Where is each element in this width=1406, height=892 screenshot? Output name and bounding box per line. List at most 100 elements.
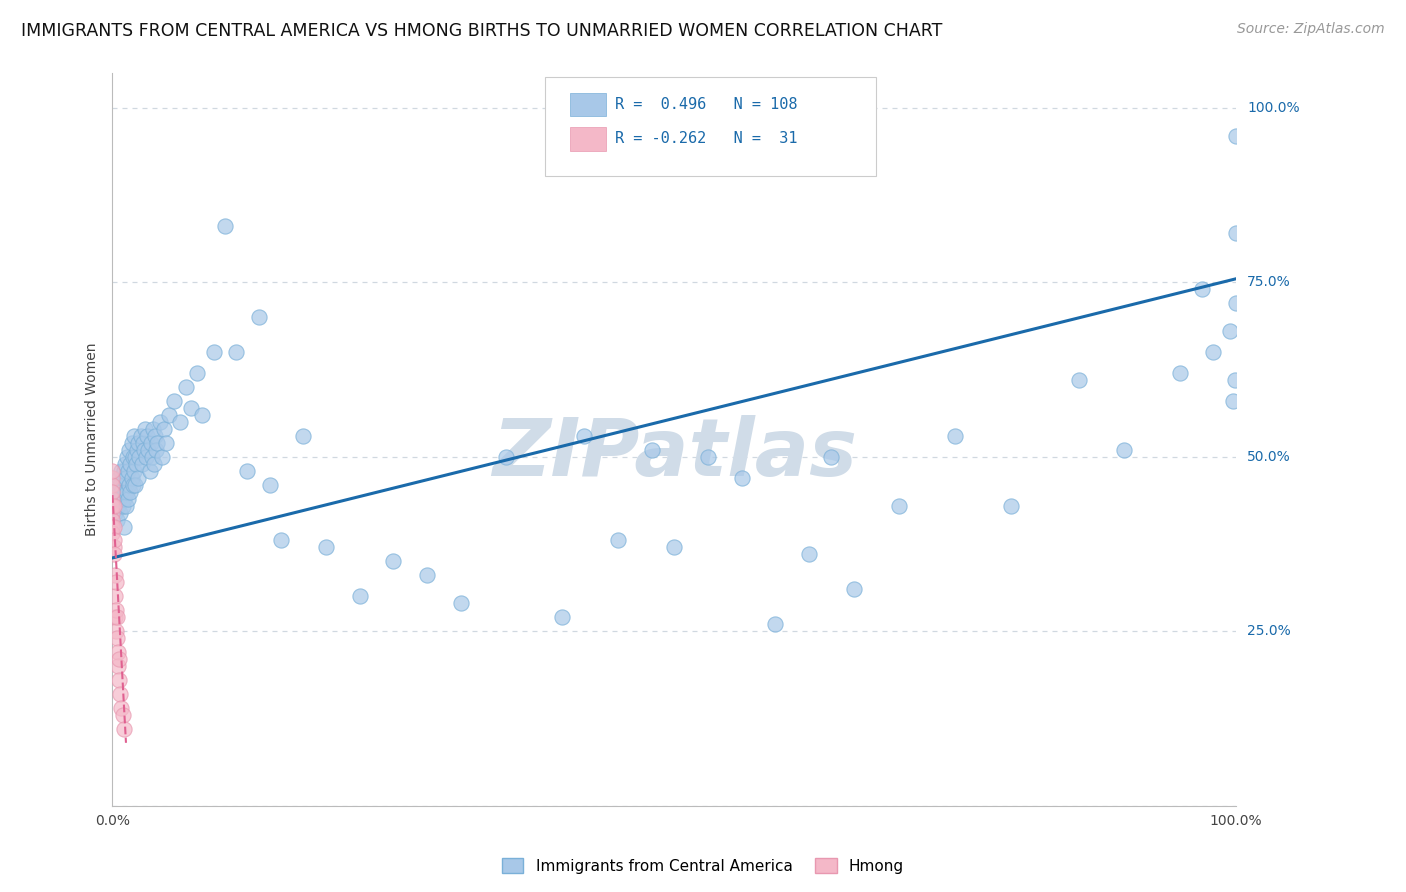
Point bbox=[157, 408, 180, 422]
Point bbox=[120, 457, 142, 471]
Text: 75.0%: 75.0% bbox=[1247, 276, 1291, 289]
Point bbox=[382, 554, 405, 568]
Point bbox=[202, 345, 225, 359]
Point bbox=[132, 442, 155, 457]
Point bbox=[101, 519, 124, 533]
Point bbox=[730, 471, 752, 485]
Point bbox=[103, 548, 125, 562]
Point bbox=[120, 484, 142, 499]
Point bbox=[315, 541, 337, 555]
Point bbox=[797, 548, 820, 562]
Point bbox=[112, 722, 135, 736]
Point bbox=[101, 506, 124, 520]
Point bbox=[887, 499, 910, 513]
Text: R = -0.262   N =  31: R = -0.262 N = 31 bbox=[614, 131, 797, 146]
Text: 50.0%: 50.0% bbox=[1247, 450, 1291, 464]
Point bbox=[107, 477, 129, 491]
Point bbox=[495, 450, 517, 464]
Point bbox=[1067, 373, 1090, 387]
Point bbox=[1000, 499, 1022, 513]
Point bbox=[107, 499, 129, 513]
Point bbox=[150, 450, 173, 464]
Point bbox=[259, 477, 281, 491]
Point bbox=[141, 450, 163, 464]
Point bbox=[110, 477, 132, 491]
Point bbox=[117, 464, 139, 478]
Point bbox=[1219, 324, 1241, 338]
Point bbox=[943, 429, 966, 443]
Point bbox=[103, 519, 125, 533]
Point bbox=[107, 645, 129, 659]
Point bbox=[104, 589, 127, 603]
Point bbox=[104, 624, 127, 639]
Point bbox=[108, 652, 131, 666]
Point bbox=[108, 471, 131, 485]
Point bbox=[110, 484, 132, 499]
Point bbox=[111, 471, 134, 485]
Point bbox=[820, 450, 842, 464]
Point bbox=[138, 442, 160, 457]
Point bbox=[115, 450, 138, 464]
Point bbox=[121, 450, 143, 464]
Point bbox=[105, 512, 128, 526]
Text: IMMIGRANTS FROM CENTRAL AMERICA VS HMONG BIRTHS TO UNMARRIED WOMEN CORRELATION C: IMMIGRANTS FROM CENTRAL AMERICA VS HMONG… bbox=[21, 22, 942, 40]
Point bbox=[607, 533, 630, 548]
Point bbox=[108, 491, 131, 506]
Point bbox=[104, 575, 127, 590]
Point bbox=[111, 499, 134, 513]
Point bbox=[101, 512, 124, 526]
Point bbox=[103, 541, 125, 555]
Point bbox=[101, 484, 124, 499]
Point bbox=[641, 442, 664, 457]
Point bbox=[236, 464, 259, 478]
Text: ZIPatlas: ZIPatlas bbox=[492, 415, 856, 493]
Point bbox=[247, 310, 270, 325]
Point bbox=[118, 477, 141, 491]
FancyBboxPatch shape bbox=[546, 77, 876, 176]
Point bbox=[134, 422, 156, 436]
Point bbox=[110, 687, 132, 701]
Point bbox=[180, 401, 202, 415]
Point bbox=[186, 366, 208, 380]
Point bbox=[1112, 442, 1135, 457]
Point bbox=[842, 582, 865, 597]
Point bbox=[127, 442, 149, 457]
Point bbox=[114, 457, 136, 471]
Point bbox=[125, 457, 148, 471]
Point bbox=[101, 499, 124, 513]
Point bbox=[101, 491, 124, 506]
Point bbox=[112, 491, 135, 506]
Text: R =  0.496   N = 108: R = 0.496 N = 108 bbox=[614, 97, 797, 112]
Point bbox=[214, 219, 236, 234]
Point bbox=[111, 707, 134, 722]
Point bbox=[143, 457, 166, 471]
Point bbox=[112, 464, 135, 478]
Point bbox=[1222, 393, 1244, 408]
Point bbox=[105, 610, 128, 624]
Point bbox=[142, 422, 165, 436]
Point bbox=[270, 533, 292, 548]
Point bbox=[664, 541, 686, 555]
Point bbox=[349, 589, 371, 603]
Point bbox=[416, 568, 439, 582]
Point bbox=[1168, 366, 1191, 380]
Point bbox=[136, 429, 159, 443]
Point bbox=[114, 484, 136, 499]
Point bbox=[104, 491, 127, 506]
Point bbox=[127, 471, 149, 485]
Point bbox=[101, 471, 124, 485]
Point bbox=[117, 491, 139, 506]
Point bbox=[104, 610, 127, 624]
Point bbox=[551, 610, 574, 624]
Point bbox=[146, 435, 169, 450]
Point bbox=[103, 533, 125, 548]
Point bbox=[121, 435, 143, 450]
Legend: Immigrants from Central America, Hmong: Immigrants from Central America, Hmong bbox=[496, 852, 910, 880]
Point bbox=[110, 701, 132, 715]
Point bbox=[121, 471, 143, 485]
FancyBboxPatch shape bbox=[569, 128, 606, 151]
Point bbox=[1191, 282, 1213, 296]
Point bbox=[121, 477, 143, 491]
Point bbox=[128, 450, 150, 464]
Point bbox=[138, 464, 160, 478]
